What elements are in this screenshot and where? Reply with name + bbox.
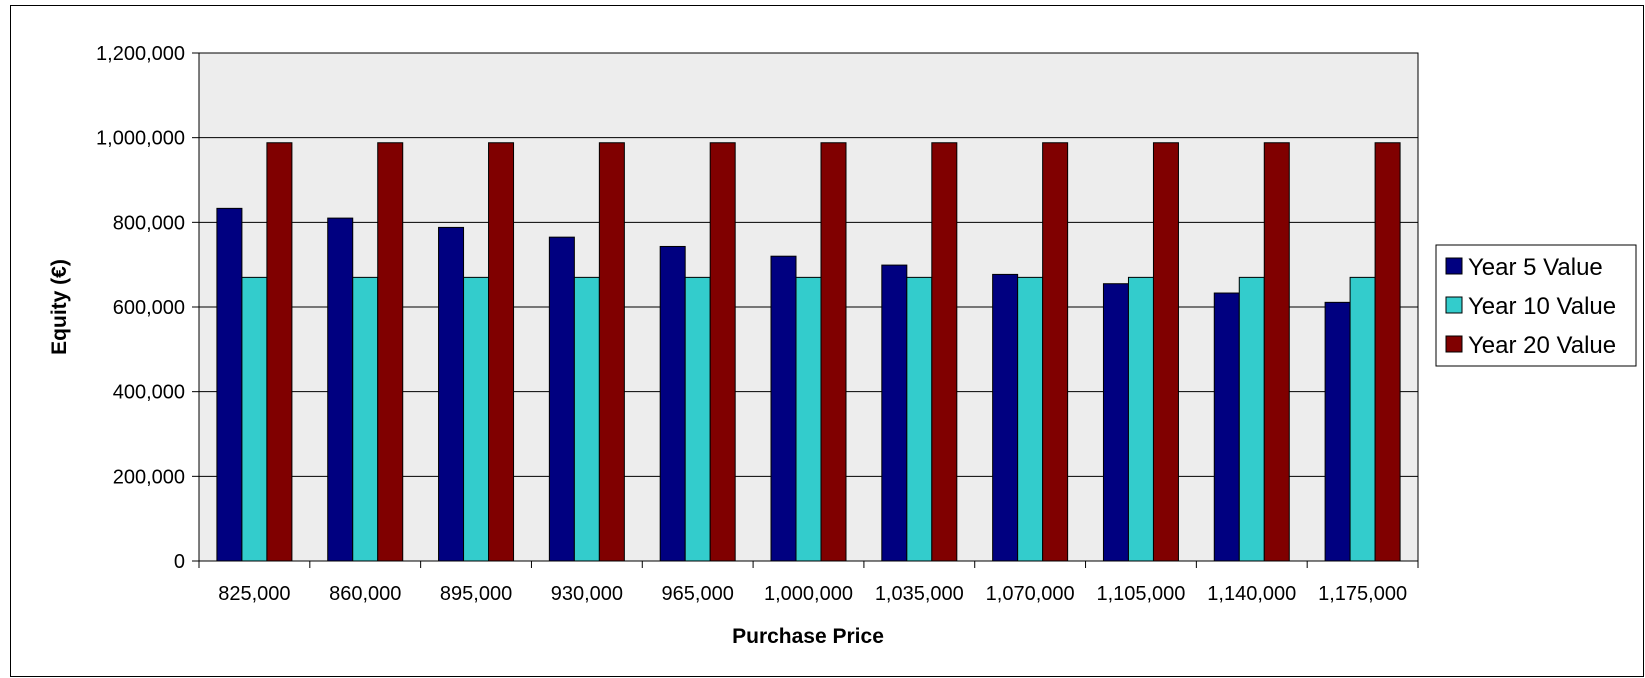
bar-year-10-value-1000000 [795, 276, 822, 562]
legend-box [1435, 244, 1637, 367]
bar-year-5-value-930000 [548, 236, 575, 562]
y-tick-label: 1,200,000 [96, 43, 185, 65]
legend-swatch-year10 [1445, 296, 1463, 314]
bar-year-20-value-965000 [709, 142, 736, 562]
x-tick-label: 1,000,000 [764, 583, 853, 605]
x-axis: 825,000 860,000 895,000 930,000 965,000 1,000… [198, 560, 1419, 605]
bar-year-5-value-825000 [216, 207, 243, 562]
bar-year-10-value-930000 [573, 276, 600, 562]
legend: Year 5 Value Year 10 Value Year 20 Value [1435, 244, 1637, 367]
legend-label-year20: Year 20 Value [1468, 332, 1616, 359]
bar-year-20-value-825000 [266, 142, 293, 562]
x-tick-label: 1,070,000 [986, 583, 1075, 605]
x-tick-label: 1,175,000 [1318, 583, 1407, 605]
legend-swatch-year20 [1445, 335, 1463, 353]
y-tick-label: 600,000 [113, 297, 185, 319]
bar-year-20-value-895000 [488, 142, 515, 562]
bar-year-5-value-860000 [327, 217, 354, 562]
bar-year-10-value-965000 [684, 276, 711, 562]
bar-year-20-value-1000000 [820, 142, 847, 562]
y-axis: 0 200,000 400,000 600,000 800,000 1,000,000 1,… [96, 43, 200, 573]
legend-swatch-year5 [1445, 257, 1463, 275]
bar-year-5-value-1000000 [770, 255, 797, 562]
bar-year-5-value-1105000 [1102, 283, 1129, 562]
bar-year-5-value-1140000 [1213, 292, 1240, 562]
x-tick-label: 860,000 [329, 583, 401, 605]
y-tick-label: 400,000 [113, 382, 185, 404]
bar-year-10-value-825000 [241, 276, 268, 562]
x-tick-label: 965,000 [662, 583, 734, 605]
bar-year-5-value-895000 [438, 226, 465, 562]
bar-year-20-value-930000 [598, 142, 625, 562]
bar-year-5-value-1035000 [881, 264, 908, 562]
bar-year-5-value-965000 [659, 245, 686, 562]
bar-year-10-value-1175000 [1349, 276, 1376, 562]
bar-year-10-value-1070000 [1017, 276, 1044, 562]
x-tick-label: 930,000 [551, 583, 623, 605]
bar-year-10-value-1105000 [1127, 276, 1154, 562]
bar-year-10-value-1140000 [1238, 276, 1265, 562]
y-tick-label: 0 [174, 551, 185, 573]
bar-year-20-value-1070000 [1042, 142, 1069, 562]
bar-year-10-value-1035000 [906, 276, 933, 562]
bar-year-10-value-895000 [463, 276, 490, 562]
bar-year-5-value-1175000 [1324, 301, 1351, 562]
bar-year-5-value-1070000 [992, 273, 1019, 562]
y-axis-title: Equity (€) [48, 259, 71, 355]
x-tick-label: 825,000 [218, 583, 290, 605]
bar-year-20-value-1175000 [1374, 142, 1401, 562]
x-axis-title: Purchase Price [732, 625, 884, 648]
bar-year-20-value-860000 [377, 142, 404, 562]
y-tick-label: 1,000,000 [96, 128, 185, 150]
x-tick-label: 1,035,000 [875, 583, 964, 605]
bar-year-20-value-1105000 [1152, 142, 1179, 562]
bar-year-10-value-860000 [352, 276, 379, 562]
legend-label-year5: Year 5 Value [1468, 254, 1603, 281]
y-tick-label: 200,000 [113, 466, 185, 488]
bars [216, 142, 1401, 562]
bar-year-20-value-1035000 [931, 142, 958, 562]
x-tick-label: 895,000 [440, 583, 512, 605]
bar-year-20-value-1140000 [1263, 142, 1290, 562]
legend-label-year10: Year 10 Value [1468, 293, 1616, 320]
x-tick-label: 1,140,000 [1207, 583, 1296, 605]
x-tick-label: 1,105,000 [1096, 583, 1185, 605]
y-tick-label: 800,000 [113, 212, 185, 234]
